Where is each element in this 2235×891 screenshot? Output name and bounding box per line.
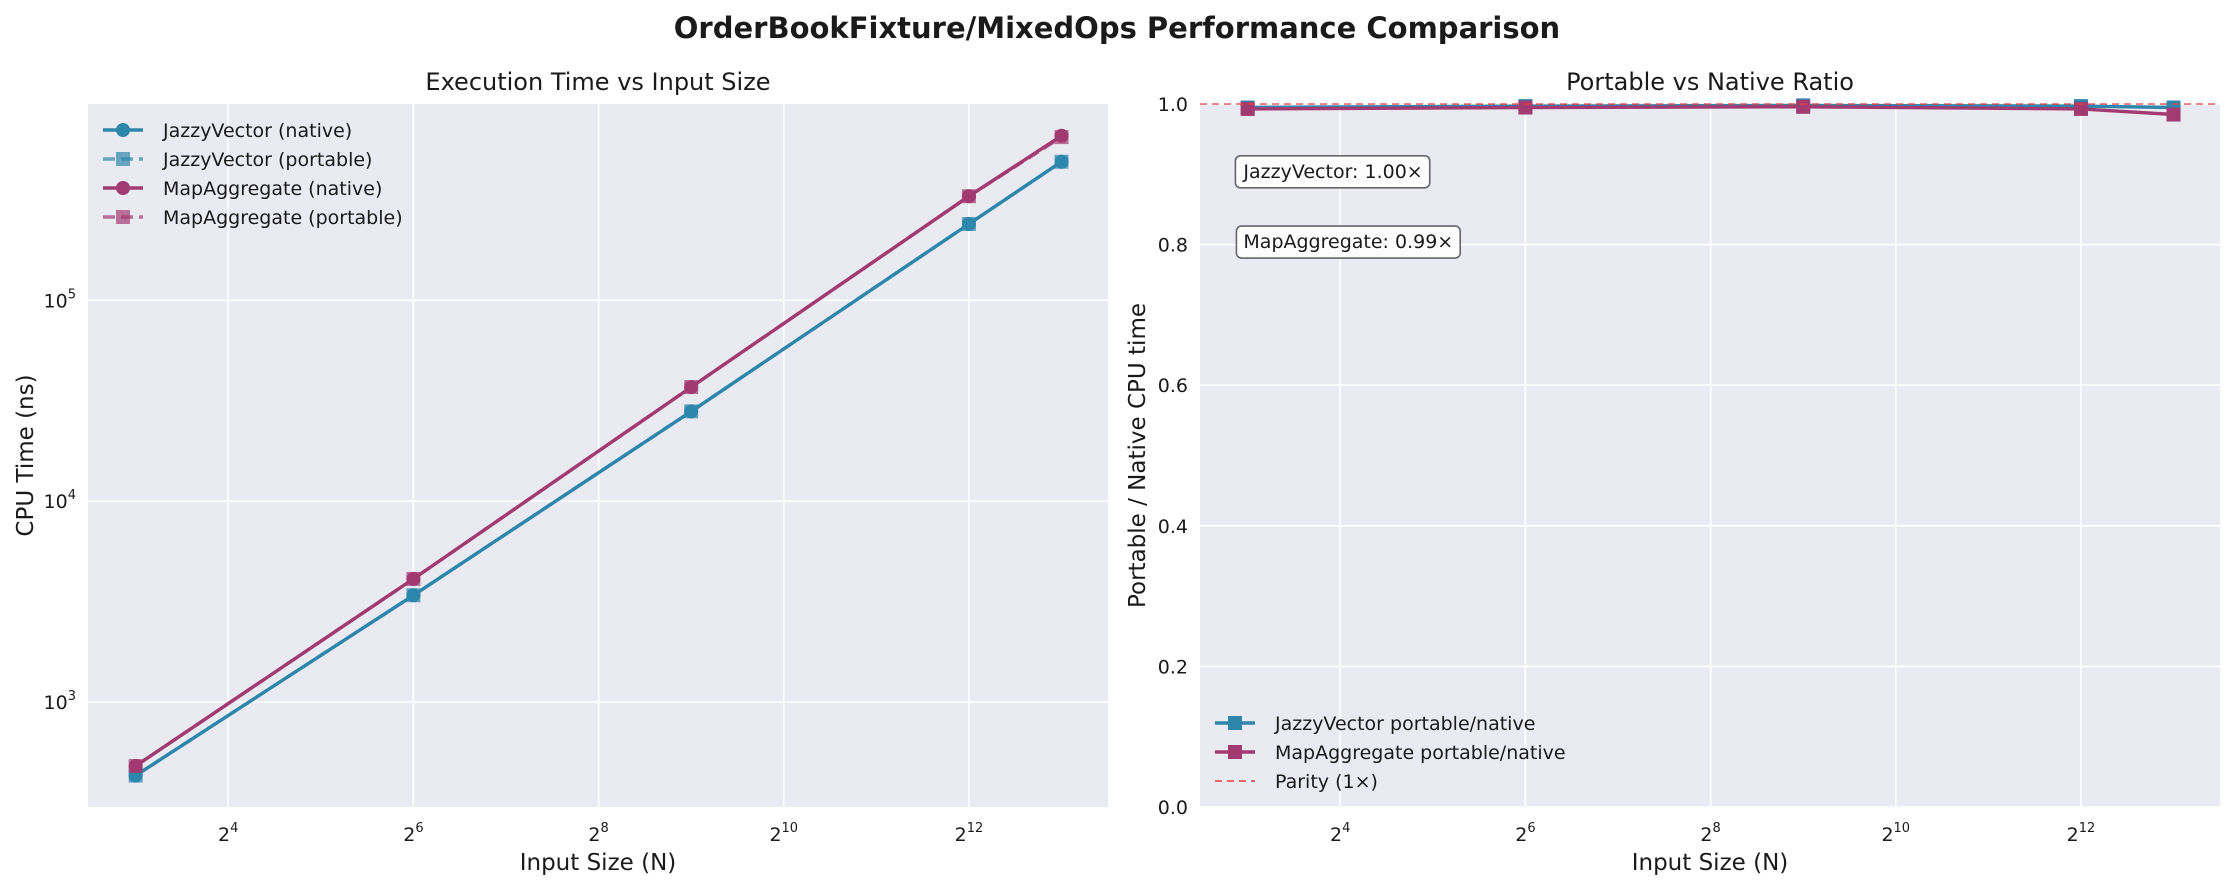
legend-item: JazzyVector (portable) bbox=[103, 149, 372, 171]
y-tick-label: 0.6 bbox=[1158, 375, 1188, 397]
data-point bbox=[1240, 101, 1255, 116]
legend-marker bbox=[116, 152, 130, 166]
data-point bbox=[1054, 154, 1069, 169]
x-tick-label: 28 bbox=[588, 821, 608, 846]
x-tick-label: 212 bbox=[955, 821, 984, 846]
data-point bbox=[961, 189, 976, 204]
legend-label: MapAggregate (portable) bbox=[163, 207, 403, 229]
data-point bbox=[961, 216, 976, 231]
data-point bbox=[1054, 130, 1069, 145]
series-mapaggregate-portable bbox=[128, 130, 1069, 774]
x-tick-label: 24 bbox=[218, 821, 238, 846]
y-tick-label: 103 bbox=[44, 689, 76, 714]
legend-item: MapAggregate (native) bbox=[103, 178, 382, 200]
annotation-frame bbox=[1234, 154, 1431, 189]
y-tick-label: 104 bbox=[44, 488, 76, 513]
data-point bbox=[2073, 101, 2088, 116]
legend-item: JazzyVector (native) bbox=[103, 120, 352, 142]
data-point bbox=[406, 571, 421, 586]
legend-marker bbox=[116, 181, 130, 195]
x-tick-label: 212 bbox=[2067, 821, 2096, 846]
data-point bbox=[1796, 99, 1811, 114]
x-axis-label: Input Size (N) bbox=[1632, 850, 1789, 876]
y-tick-label: 0.8 bbox=[1158, 235, 1188, 257]
chart-title: Execution Time vs Input Size bbox=[425, 68, 770, 96]
series-mapaggregate-portable-native bbox=[1240, 99, 2181, 122]
legend-label: MapAggregate (native) bbox=[163, 178, 382, 200]
y-tick-label: 0.2 bbox=[1158, 656, 1188, 678]
figure-title: OrderBookFixture/MixedOps Performance Co… bbox=[674, 11, 1560, 45]
y-axis-label: CPU Time (ns) bbox=[13, 374, 39, 536]
data-point bbox=[1518, 100, 1533, 115]
annotation-frame bbox=[1235, 225, 1462, 259]
legend-marker bbox=[116, 210, 130, 224]
series-line bbox=[134, 160, 1063, 778]
annotation-box: MapAggregate: 0.99× bbox=[1235, 225, 1462, 259]
y-tick-label: 1.0 bbox=[1158, 94, 1188, 116]
x-tick-label: 28 bbox=[1700, 821, 1720, 846]
x-axis-label: Input Size (N) bbox=[520, 850, 677, 876]
y-tick-label: 0.0 bbox=[1158, 797, 1188, 819]
y-tick-label: 105 bbox=[44, 287, 76, 312]
legend-item: MapAggregate portable/native bbox=[1215, 742, 1566, 764]
legend-label: JazzyVector portable/native bbox=[1274, 713, 1535, 735]
legend-marker bbox=[116, 123, 130, 137]
annotation-text: MapAggregate: 0.99× bbox=[1243, 231, 1453, 253]
legend: JazzyVector portable/native MapAggregate … bbox=[1215, 713, 1566, 793]
y-axis-label: Portable / Native CPU time bbox=[1125, 303, 1151, 608]
chart-panel-2: 24 26 28 210 212 0.0 0.2 0.4 0.6 0.8 1.0 Portable v… bbox=[1125, 68, 2220, 876]
legend-marker bbox=[1228, 745, 1242, 759]
x-tick-label: 26 bbox=[1515, 821, 1535, 846]
data-point bbox=[2166, 107, 2181, 122]
legend-item: Parity (1×) bbox=[1215, 771, 1378, 793]
legend-label: MapAggregate portable/native bbox=[1275, 742, 1566, 764]
x-tick-label: 24 bbox=[1330, 821, 1350, 846]
annotation-text: JazzyVector: 1.00× bbox=[1242, 161, 1422, 183]
data-point bbox=[128, 759, 143, 774]
legend-label: Parity (1×) bbox=[1275, 771, 1378, 793]
legend-label: JazzyVector (native) bbox=[162, 120, 352, 142]
legend-label: JazzyVector (portable) bbox=[162, 149, 372, 171]
x-tick-label: 26 bbox=[403, 821, 423, 846]
annotation-box: JazzyVector: 1.00× bbox=[1234, 154, 1431, 189]
chart-title: Portable vs Native Ratio bbox=[1566, 68, 1854, 96]
data-point bbox=[684, 380, 699, 395]
y-tick-label: 0.4 bbox=[1158, 516, 1188, 538]
legend: JazzyVector (native) JazzyVector (portabl… bbox=[103, 120, 403, 229]
x-tick-label: 210 bbox=[769, 821, 798, 846]
data-point bbox=[684, 404, 699, 419]
legend-item: JazzyVector portable/native bbox=[1215, 713, 1535, 735]
legend-item: MapAggregate (portable) bbox=[103, 207, 403, 229]
legend-marker bbox=[1228, 716, 1242, 730]
chart-panel-1: 24 26 28 210 212 103 104 105 Execution Time vs I… bbox=[13, 68, 1108, 876]
data-point bbox=[406, 588, 421, 603]
x-tick-label: 210 bbox=[1881, 821, 1910, 846]
